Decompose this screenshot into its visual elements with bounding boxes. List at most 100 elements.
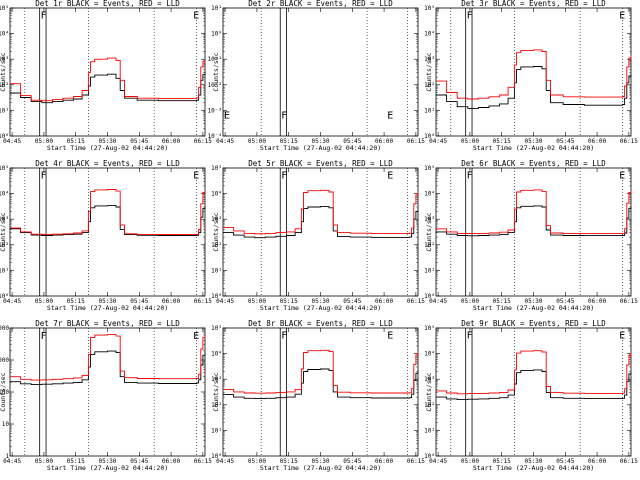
series-line-lld [223, 189, 419, 235]
y-tick-label: 10⁴ [211, 351, 222, 358]
x-tick-label: 05:30 [524, 138, 542, 145]
x-tick-label: 06:00 [162, 138, 180, 145]
x-tick-label: 04:45 [3, 458, 21, 465]
y-tick-label: 10⁵ [424, 325, 435, 332]
plot-frame [9, 167, 206, 297]
marker-letter: E [193, 331, 199, 342]
marker-letter: F [467, 171, 473, 182]
x-tick-label: 05:30 [524, 458, 542, 465]
chart-title: Det 9r BLACK = Events, RED = LLD [461, 319, 606, 328]
plot-frame [222, 327, 419, 457]
x-tick-label: 06:00 [162, 298, 180, 305]
x-tick-label: 05:15 [493, 458, 511, 465]
y-tick-label: 10³ [211, 216, 222, 223]
y-axis-label: Counts/sec [0, 372, 7, 411]
series-line-events [10, 205, 206, 236]
y-tick-label: 10⁰ [424, 453, 435, 460]
y-tick-label: 10³ [0, 216, 9, 223]
y-tick-label: 10² [424, 402, 435, 409]
detector-panel: Det 3r BLACK = Events, RED = LLD 10⁰ 10¹ 10… [424, 0, 639, 160]
x-tick-label: 06:00 [375, 458, 393, 465]
x-tick-label: 06:15 [194, 138, 212, 145]
y-tick-label: 10¹ [424, 427, 435, 434]
marker-letter: E [619, 11, 625, 22]
chart-title: Det 6r BLACK = Events, RED = LLD [461, 159, 606, 168]
series-line-lld [436, 189, 632, 235]
x-tick-label: 05:00 [248, 138, 266, 145]
marker-letter: E [193, 11, 199, 22]
detector-panel: Det 7r BLACK = Events, RED = LLD 1 10 100 10… [0, 319, 213, 480]
y-tick-label: 10⁵ [0, 165, 9, 172]
x-tick-label: 04:45 [216, 458, 234, 465]
y-tick-label: 10⁰ [211, 293, 222, 300]
x-tick-label: 05:45 [556, 298, 574, 305]
x-axis-label: Start Time (27-Aug-02 04:44:20) [260, 464, 381, 472]
y-tick-label: 10⁰ [211, 453, 222, 460]
x-axis-label: Start Time (27-Aug-02 04:44:20) [473, 144, 594, 152]
y-tick-label: 10⁰ [0, 133, 9, 140]
x-tick-label: 04:45 [216, 138, 234, 145]
chart-title: Det 5r BLACK = Events, RED = LLD [248, 159, 393, 168]
y-tick-label: 10⁰ [0, 293, 9, 300]
series-line-lld [10, 57, 206, 102]
x-axis-label: Start Time (27-Aug-02 04:44:20) [47, 144, 168, 152]
series-line-lld [436, 49, 632, 100]
y-tick-label: 10⁵ [424, 165, 435, 172]
y-tick-label: 10³ [211, 376, 222, 383]
x-tick-label: 04:45 [3, 298, 21, 305]
y-tick-label: 10⁰ [211, 31, 222, 38]
x-tick-label: 05:45 [343, 138, 361, 145]
marker-letter: E [619, 331, 625, 342]
x-tick-label: 05:45 [556, 458, 574, 465]
y-tick-label: 10² [424, 82, 435, 89]
x-tick-label: 05:30 [311, 138, 329, 145]
series-line-lld [223, 349, 419, 394]
y-tick-label: 10¹ [0, 107, 9, 114]
detector-panel: Det 6r BLACK = Events, RED = LLD 10⁰ 10¹ 10… [424, 159, 639, 320]
panel-chart: Det 8r BLACK = Events, RED = LLD 10⁰ 10¹ 10… [211, 319, 425, 472]
x-tick-label: 06:15 [620, 138, 638, 145]
plot-frame [9, 327, 206, 457]
y-tick-label: 10⁻³ [208, 107, 222, 114]
x-tick-label: 06:00 [588, 138, 606, 145]
detector-panel: Det 2r BLACK = Events, RED = LLD 10⁻⁴ 10⁻³… [208, 0, 426, 160]
detector-panel: Det 5r BLACK = Events, RED = LLD 10⁰ 10¹ 10… [211, 159, 426, 320]
x-tick-label: 05:30 [98, 138, 116, 145]
x-tick-label: 06:15 [620, 458, 638, 465]
x-tick-label: 05:00 [248, 298, 266, 305]
x-tick-label: 05:15 [493, 138, 511, 145]
x-tick-label: 05:30 [524, 298, 542, 305]
x-tick-label: 05:45 [343, 458, 361, 465]
panel-chart: Det 4r BLACK = Events, RED = LLD 10⁰ 10¹ 10… [0, 159, 212, 312]
y-tick-label: 10¹ [211, 5, 222, 12]
x-tick-label: 06:15 [620, 298, 638, 305]
y-axis-label: Counts/sec [212, 212, 220, 251]
y-tick-label: 10⁴ [424, 351, 435, 358]
x-tick-label: 05:30 [311, 298, 329, 305]
chart-title: Det 3r BLACK = Events, RED = LLD [461, 0, 606, 8]
x-tick-label: 05:15 [67, 298, 85, 305]
y-tick-label: 10² [0, 242, 9, 249]
x-tick-label: 05:15 [67, 138, 85, 145]
marker-letter: F [281, 110, 287, 121]
x-tick-label: 05:30 [98, 298, 116, 305]
y-tick-label: 10⁴ [0, 31, 9, 38]
x-axis-label: Start Time (27-Aug-02 04:44:20) [473, 304, 594, 312]
y-tick-label: 10³ [424, 376, 435, 383]
y-tick-label: 10⁴ [0, 191, 9, 198]
detector-panel: Det 8r BLACK = Events, RED = LLD 10⁰ 10¹ 10… [211, 319, 426, 480]
x-tick-label: 06:15 [194, 458, 212, 465]
y-tick-label: 10² [424, 242, 435, 249]
marker-letter: E [193, 171, 199, 182]
y-tick-label: 10¹ [211, 427, 222, 434]
x-tick-label: 06:00 [162, 458, 180, 465]
y-tick-label: 10⁵ [211, 165, 222, 172]
detector-panel: Det 9r BLACK = Events, RED = LLD 10⁰ 10¹ 10… [424, 319, 639, 480]
marker-letter: E [224, 110, 230, 121]
x-tick-label: 05:15 [493, 298, 511, 305]
y-tick-label: 10⁴ [211, 191, 222, 198]
y-tick-label: 10⁴ [424, 191, 435, 198]
marker-letter: E [387, 331, 393, 342]
plot-frame [9, 7, 206, 137]
